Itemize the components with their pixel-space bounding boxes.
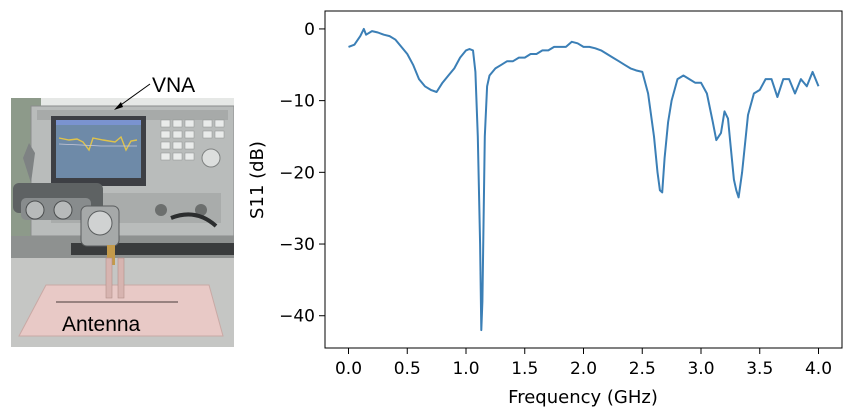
x-tick-label: 1.0 [452, 359, 479, 379]
x-tick-label: 4.0 [805, 359, 832, 379]
y-tick-label: −20 [279, 163, 315, 183]
s11-series-line [349, 29, 819, 330]
vna-pointer-line [118, 84, 150, 107]
x-tick-label: 0.0 [335, 359, 362, 379]
x-tick-label: 0.5 [394, 359, 421, 379]
vna-label: VNA [152, 74, 195, 97]
x-tick-label: 2.5 [629, 359, 656, 379]
y-axis: 0 −10 −20 −30 −40 [279, 20, 325, 327]
y-tick-label: −30 [279, 235, 315, 255]
x-tick-label: 3.5 [746, 359, 773, 379]
y-axis-title: S11 (dB) [247, 141, 268, 219]
y-tick-label: −40 [279, 307, 315, 327]
x-tick-label: 3.0 [687, 359, 714, 379]
y-tick-label: −10 [279, 92, 315, 112]
series-layer [349, 29, 819, 330]
x-tick-label: 2.0 [570, 359, 597, 379]
x-axis: 0.0 0.5 1.0 1.5 2.0 2.5 3.0 3.5 4.0 [335, 348, 832, 379]
x-tick-label: 1.5 [511, 359, 538, 379]
y-tick-label: 0 [304, 20, 315, 40]
x-axis-title: Frequency (GHz) [508, 387, 658, 408]
vna-pointer-arrowhead [114, 102, 123, 110]
plot-frame [325, 11, 842, 348]
